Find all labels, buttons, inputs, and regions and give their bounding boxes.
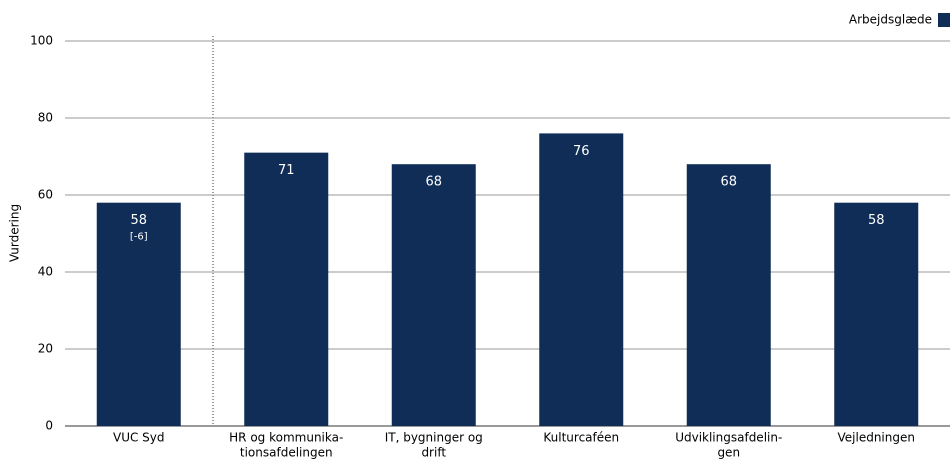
x-tick-label: Vejledningen [838, 431, 915, 445]
y-tick-label: 40 [38, 265, 53, 279]
y-tick-label: 20 [38, 342, 53, 356]
y-axis-label: Vurdering [8, 204, 22, 262]
bar [834, 202, 919, 426]
x-tick-label: IT, bygninger og [385, 431, 483, 445]
value-label: 71 [278, 163, 295, 178]
value-label: 58 [868, 213, 885, 228]
value-label: 68 [425, 175, 442, 190]
x-tick-label: HR og kommunika- [229, 431, 343, 445]
x-tick-label: Kulturcaféen [543, 431, 619, 445]
y-tick-label: 80 [38, 111, 53, 125]
x-tick-label: drift [421, 446, 446, 460]
annotation: [-6] [130, 232, 148, 243]
y-tick-label: 100 [30, 34, 53, 48]
bar [391, 164, 476, 426]
value-label: 68 [720, 175, 737, 190]
x-tick-label: VUC Syd [113, 431, 165, 445]
bar [96, 202, 181, 426]
legend-swatch [938, 13, 950, 27]
value-label: 58 [130, 213, 147, 228]
value-label: 76 [573, 144, 590, 159]
legend-label: Arbejdsglæde [849, 13, 932, 27]
x-tick-label: gen [717, 446, 740, 460]
x-tick-label: Udviklingsafdelin- [675, 431, 782, 445]
y-tick-label: 0 [45, 419, 53, 433]
bar [686, 164, 771, 426]
bar [539, 133, 624, 426]
y-tick-label: 60 [38, 188, 53, 202]
x-tick-label: tionsafdelingen [240, 446, 333, 460]
bar [244, 152, 329, 426]
